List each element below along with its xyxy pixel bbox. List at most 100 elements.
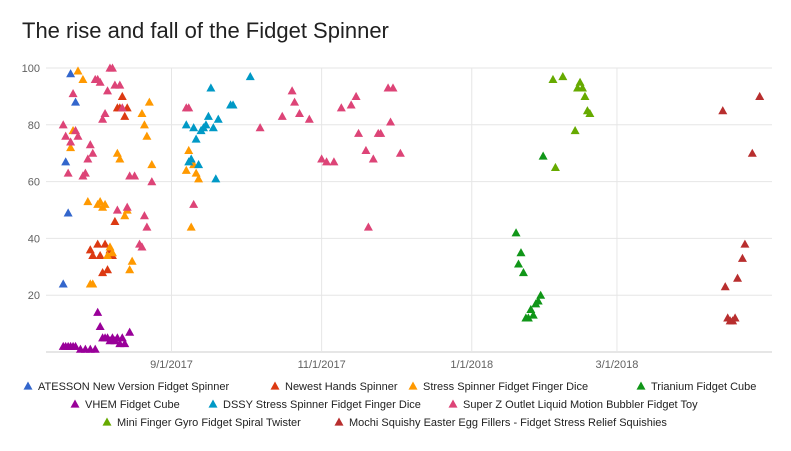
x-tick-label: 11/1/2017: [298, 359, 346, 371]
legend-label: Mochi Squishy Easter Egg Fillers - Fidge…: [349, 417, 667, 429]
data-point: Stress Spinner Fidget Finger Dice: 2017-…: [191, 168, 201, 177]
data-point: DSSY Stress Spinner Fidget Finger Dice: …: [194, 160, 204, 169]
data-point: Super Z Outlet Liquid Motion Bubbler Fid…: [255, 123, 265, 132]
data-point: Super Z Outlet Liquid Motion Bubbler Fid…: [63, 168, 73, 177]
data-point: Stress Spinner Fidget Finger Dice: 2017-…: [100, 199, 110, 208]
legend-item[interactable]: Stress Spinner Fidget Finger Dice: [408, 381, 589, 393]
grid-lines: [46, 67, 772, 353]
data-point: Mochi Squishy Easter Egg Fillers - Fidge…: [733, 273, 743, 282]
y-tick-label: 100: [22, 63, 40, 75]
data-point: Super Z Outlet Liquid Motion Bubbler Fid…: [388, 83, 398, 92]
data-point: Super Z Outlet Liquid Motion Bubbler Fid…: [395, 148, 405, 157]
data-point: Mochi Squishy Easter Egg Fillers - Fidge…: [755, 91, 765, 100]
data-point: Stress Spinner Fidget Finger Dice: 2017-…: [139, 120, 149, 129]
data-point: DSSY Stress Spinner Fidget Finger Dice: …: [211, 174, 221, 183]
data-point: Mochi Squishy Easter Egg Fillers - Fidge…: [720, 282, 730, 291]
data-point: Trianium Fidget Cube: 2018-01-26, 13: [528, 310, 538, 319]
data-point: Super Z Outlet Liquid Motion Bubbler Fid…: [386, 117, 396, 126]
data-point: Stress Spinner Fidget Finger Dice: 2017-…: [107, 248, 117, 257]
data-point: Super Z Outlet Liquid Motion Bubbler Fid…: [304, 114, 314, 123]
data-point: Super Z Outlet Liquid Motion Bubbler Fid…: [122, 202, 132, 211]
data-point: Super Z Outlet Liquid Motion Bubbler Fid…: [58, 120, 68, 129]
data-point: DSSY Stress Spinner Fidget Finger Dice: …: [189, 123, 199, 132]
data-point: Super Z Outlet Liquid Motion Bubbler Fid…: [80, 168, 90, 177]
series-6: Super Z Outlet Liquid Motion Bubbler Fid…: [58, 63, 405, 251]
data-points: ATESSON New Version Fidget Spinner: 2017…: [58, 63, 765, 353]
data-point: Stress Spinner Fidget Finger Dice: 2017-…: [73, 66, 83, 75]
legend-item[interactable]: ATESSON New Version Fidget Spinner: [23, 381, 230, 393]
series-4: VHEM Fidget Cube: 2017-07-19, 2VHEM Fidg…: [58, 307, 135, 353]
data-point: DSSY Stress Spinner Fidget Finger Dice: …: [228, 100, 238, 109]
data-point: Super Z Outlet Liquid Motion Bubbler Fid…: [137, 242, 147, 251]
data-point: DSSY Stress Spinner Fidget Finger Dice: …: [203, 111, 213, 120]
series-0: ATESSON New Version Fidget Spinner: 2017…: [58, 69, 81, 288]
data-point: Trianium Fidget Cube: 2018-01-20, 31: [514, 259, 524, 268]
series-8: Mochi Squishy Easter Egg Fillers - Fidge…: [718, 91, 765, 325]
data-point: Super Z Outlet Liquid Motion Bubbler Fid…: [100, 108, 110, 118]
data-point: Super Z Outlet Liquid Motion Bubbler Fid…: [363, 222, 373, 231]
data-point: Trianium Fidget Cube: 2018-01-19, 42: [511, 228, 521, 237]
data-point: Super Z Outlet Liquid Motion Bubbler Fid…: [354, 128, 364, 137]
data-point: DSSY Stress Spinner Fidget Finger Dice: …: [245, 72, 255, 81]
data-point: Super Z Outlet Liquid Motion Bubbler Fid…: [98, 114, 108, 123]
legend-item[interactable]: Mochi Squishy Easter Egg Fillers - Fidge…: [334, 417, 668, 429]
data-point: Trianium Fidget Cube: 2018-01-30, 69: [538, 151, 548, 160]
data-point: Stress Spinner Fidget Finger Dice: 2017-…: [194, 174, 204, 183]
data-point: Super Z Outlet Liquid Motion Bubbler Fid…: [336, 103, 346, 112]
data-point: Mini Finger Gyro Fidget Spiral Twister: …: [570, 125, 580, 135]
data-point: Super Z Outlet Liquid Motion Bubbler Fid…: [368, 154, 378, 163]
legend-label: Stress Spinner Fidget Finger Dice: [423, 381, 588, 393]
legend-label: VHEM Fidget Cube: [85, 399, 180, 411]
legend-item[interactable]: Super Z Outlet Liquid Motion Bubbler Fid…: [448, 399, 699, 411]
data-point: Super Z Outlet Liquid Motion Bubbler Fid…: [83, 154, 93, 163]
y-tick-label: 60: [28, 177, 40, 189]
data-point: Stress Spinner Fidget Finger Dice: 2017-…: [186, 222, 196, 231]
legend-label: Newest Hands Spinner: [285, 381, 398, 393]
data-point: Mochi Squishy Easter Egg Fillers - Fidge…: [737, 253, 747, 262]
data-point: Trianium Fidget Cube: 2018-01-28, 18: [533, 296, 543, 305]
data-point: Super Z Outlet Liquid Motion Bubbler Fid…: [112, 205, 122, 214]
chart-title: The rise and fall of the Fidget Spinner: [22, 18, 389, 43]
data-point: Super Z Outlet Liquid Motion Bubbler Fid…: [61, 131, 71, 140]
data-point: Super Z Outlet Liquid Motion Bubbler Fid…: [117, 103, 127, 112]
data-point: DSSY Stress Spinner Fidget Finger Dice: …: [206, 83, 216, 92]
data-point: Super Z Outlet Liquid Motion Bubbler Fid…: [184, 103, 194, 112]
data-point: VHEM Fidget Cube: 2017-08-15, 7: [125, 327, 135, 336]
legend-label: Mini Finger Gyro Fidget Spiral Twister: [117, 417, 301, 429]
data-point: Trianium Fidget Cube: 2018-01-24, 12: [523, 313, 533, 322]
data-point: Newest Hands Spinner: 2017-08-05, 38: [100, 239, 110, 248]
data-point: Super Z Outlet Liquid Motion Bubbler Fid…: [68, 89, 78, 98]
series-7: Mini Finger Gyro Fidget Spiral Twister: …: [548, 72, 595, 171]
data-point: Mochi Squishy Easter Egg Fillers - Fidge…: [718, 106, 728, 115]
data-point: Mini Finger Gyro Fidget Spiral Twister: …: [575, 77, 585, 86]
data-point: DSSY Stress Spinner Fidget Finger Dice: …: [186, 154, 196, 163]
y-tick-label: 40: [28, 233, 40, 245]
y-tick-label: 80: [28, 120, 40, 132]
data-point: Trianium Fidget Cube: 2018-01-21, 35: [516, 248, 526, 257]
data-point: Super Z Outlet Liquid Motion Bubbler Fid…: [66, 137, 76, 146]
data-point: Newest Hands Spinner: 2017-08-02, 38: [93, 239, 103, 248]
legend-item[interactable]: DSSY Stress Spinner Fidget Finger Dice: [208, 399, 421, 411]
data-point: DSSY Stress Spinner Fidget Finger Dice: …: [181, 120, 191, 129]
x-tick-label: 1/1/2018: [450, 359, 493, 371]
axis-tick-labels: 20 40 60 80 100 9/1/2017 11/1/2017 1/1/2018 3/1/…: [22, 63, 639, 371]
data-point: Stress Spinner Fidget Finger Dice: 2017-…: [181, 165, 191, 174]
data-point: Mochi Squishy Easter Egg Fillers - Fidge…: [747, 148, 757, 157]
legend-item[interactable]: VHEM Fidget Cube: [70, 399, 180, 411]
data-point: Mini Finger Gyro Fidget Spiral Twister: …: [578, 83, 588, 92]
data-point: Super Z Outlet Liquid Motion Bubbler Fid…: [290, 97, 300, 106]
data-point: Super Z Outlet Liquid Motion Bubbler Fid…: [277, 111, 287, 120]
legend: ATESSON New Version Fidget Spinner Newest…: [23, 381, 757, 429]
y-tick-label: 20: [28, 290, 40, 302]
legend-label: Super Z Outlet Liquid Motion Bubbler Fid…: [463, 399, 698, 411]
legend-item[interactable]: Trianium Fidget Cube: [636, 381, 757, 393]
legend-marker: [70, 399, 80, 408]
legend-item[interactable]: Mini Finger Gyro Fidget Spiral Twister: [102, 417, 302, 429]
legend-marker: [408, 381, 418, 390]
data-point: ATESSON New Version Fidget Spinner: 2017…: [66, 69, 76, 78]
x-tick-label: 3/1/2018: [596, 359, 639, 371]
legend-item[interactable]: Newest Hands Spinner: [270, 381, 398, 393]
data-point: Newest Hands Spinner: 2017-08-06, 29: [103, 265, 113, 274]
data-point: Super Z Outlet Liquid Motion Bubbler Fid…: [88, 148, 98, 157]
